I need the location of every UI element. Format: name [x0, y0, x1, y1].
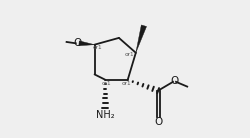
Text: or1: or1	[92, 45, 102, 50]
Text: O: O	[154, 117, 162, 127]
Text: O: O	[73, 38, 82, 48]
Polygon shape	[79, 41, 94, 46]
Text: or1: or1	[124, 52, 134, 57]
Polygon shape	[136, 25, 146, 53]
Text: O: O	[170, 76, 179, 86]
Text: or1: or1	[122, 81, 131, 86]
Text: NH₂: NH₂	[96, 110, 115, 120]
Text: or1: or1	[101, 81, 111, 86]
